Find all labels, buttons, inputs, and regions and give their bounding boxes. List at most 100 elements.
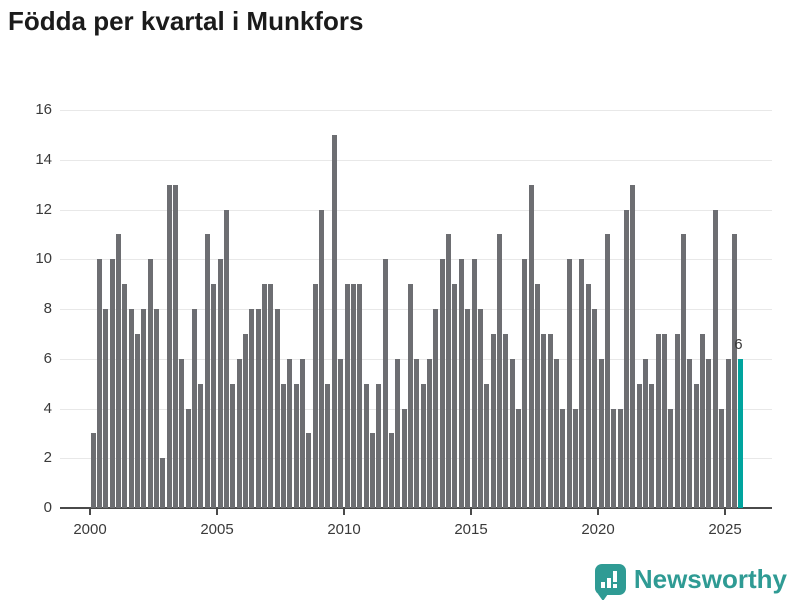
- bar: [376, 383, 382, 508]
- bar: [369, 433, 375, 508]
- bar: [630, 184, 636, 508]
- bar: [319, 209, 325, 508]
- bar: [566, 259, 572, 508]
- bar: [357, 284, 363, 508]
- brand-footer: Newsworthy: [594, 561, 787, 600]
- logo-bar-icon: [612, 570, 617, 582]
- bar: [350, 284, 356, 508]
- bar: [306, 433, 312, 508]
- x-axis-line: [60, 507, 772, 509]
- logo-bar-icon: [606, 577, 611, 588]
- bar: [719, 408, 725, 508]
- bar: [395, 358, 401, 508]
- bar: [261, 284, 267, 508]
- y-tick-label: 14: [35, 150, 52, 168]
- bar: [427, 358, 433, 508]
- y-tick-label: 10: [35, 250, 52, 268]
- x-tick-label: 2025: [708, 521, 742, 538]
- y-tick-label: 0: [43, 499, 52, 516]
- gridline: [60, 309, 772, 310]
- gridline: [60, 259, 772, 261]
- bar: [122, 284, 128, 508]
- bar: [662, 333, 667, 508]
- newsworthy-logo-icon: [594, 563, 626, 600]
- bar: [541, 333, 547, 508]
- y-tick-label: 8: [43, 300, 52, 317]
- bar: [128, 309, 134, 508]
- logo-dot-icon: [612, 583, 617, 588]
- bar: [192, 309, 198, 508]
- bar: [198, 383, 204, 508]
- bar: [287, 358, 293, 508]
- bar: [382, 259, 388, 508]
- bar: [579, 259, 585, 508]
- bar: [236, 358, 242, 508]
- bar: [503, 333, 509, 508]
- bar: [655, 333, 661, 508]
- bar: [458, 259, 464, 508]
- bar: [154, 309, 159, 508]
- bar: [274, 309, 280, 508]
- bar: [681, 234, 687, 508]
- y-tick-label: 4: [43, 399, 52, 417]
- bar: [712, 209, 718, 508]
- bar: [706, 358, 712, 508]
- bar: [674, 333, 680, 508]
- x-axis-tick: [216, 509, 218, 515]
- bar: [547, 333, 553, 508]
- bar: [230, 383, 236, 508]
- bar: [363, 383, 369, 508]
- bar: [325, 383, 331, 508]
- bar: [408, 284, 413, 508]
- highlighted-value-label: 6: [734, 335, 743, 353]
- bar: [96, 259, 102, 508]
- bar: [617, 408, 623, 508]
- bar: [401, 408, 407, 508]
- bar: [725, 358, 731, 508]
- bar: [388, 433, 394, 508]
- bar: [300, 358, 306, 508]
- bar: [592, 309, 598, 508]
- bar: [223, 209, 229, 508]
- bar: [573, 408, 579, 508]
- bar: [344, 284, 350, 508]
- bar: [103, 309, 109, 508]
- bar: [554, 358, 560, 508]
- logo-bubble-tail: [597, 593, 608, 600]
- bar: [134, 333, 140, 508]
- bar: [439, 259, 445, 508]
- bar-highlighted: [738, 358, 744, 508]
- x-tick-label: 2000: [73, 521, 107, 538]
- bar: [414, 358, 420, 508]
- bar: [166, 184, 172, 508]
- bar: [585, 284, 591, 508]
- gridline: [60, 209, 772, 211]
- bar: [604, 234, 610, 508]
- bar: [509, 358, 515, 508]
- y-tick-label: 6: [43, 349, 52, 367]
- logo-bar-icon: [600, 581, 605, 588]
- bar: [211, 284, 217, 508]
- x-tick-label: 2010: [327, 521, 361, 538]
- bar: [490, 333, 496, 508]
- bar: [338, 358, 344, 508]
- bar: [496, 234, 502, 508]
- bar: [668, 408, 674, 508]
- bar: [204, 234, 210, 508]
- bar: [611, 408, 617, 508]
- x-axis-tick: [470, 509, 472, 515]
- bar: [522, 259, 528, 508]
- x-tick-label: 2005: [200, 521, 234, 538]
- bar: [649, 383, 655, 508]
- bar: [420, 383, 426, 508]
- bar: [141, 309, 147, 508]
- x-axis-tick: [343, 509, 345, 515]
- x-axis-tick: [597, 509, 599, 515]
- bar: [636, 383, 642, 508]
- bar: [700, 333, 706, 508]
- bar: [249, 309, 255, 508]
- gridline: [60, 159, 772, 161]
- brand-name: Newsworthy: [633, 563, 787, 594]
- bar: [528, 184, 534, 508]
